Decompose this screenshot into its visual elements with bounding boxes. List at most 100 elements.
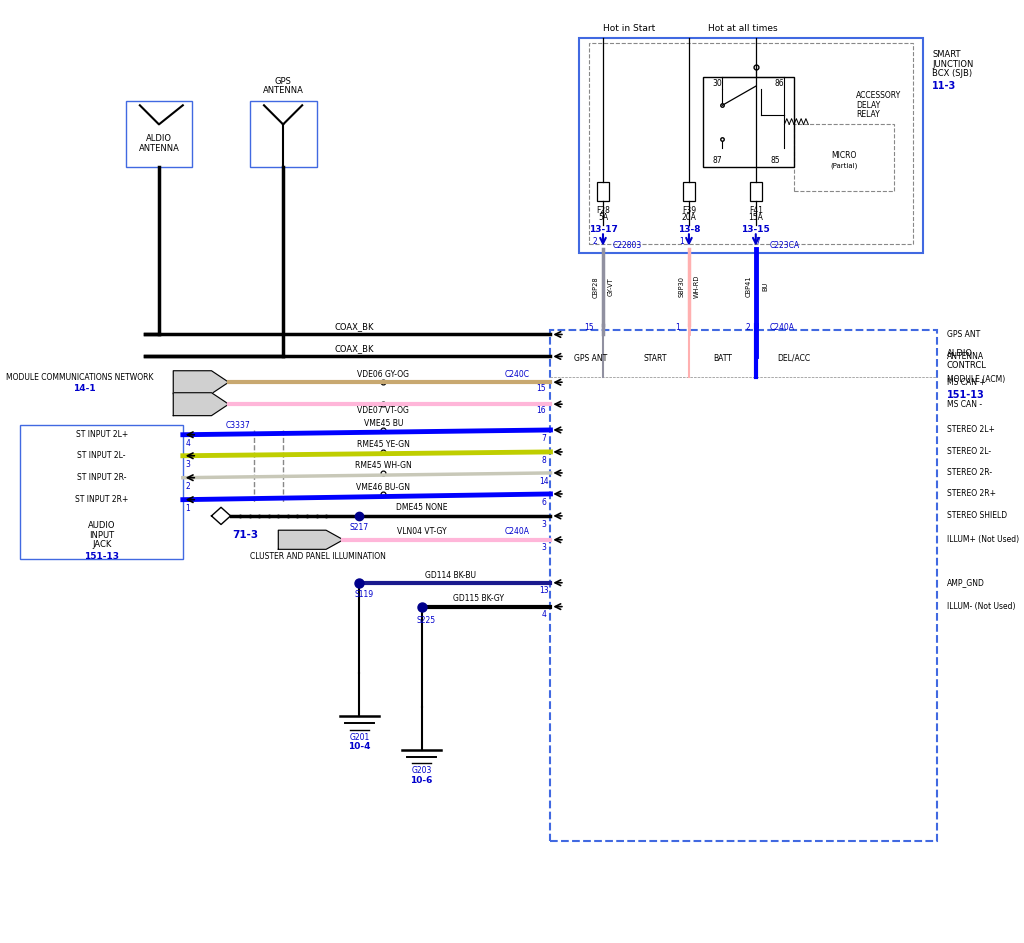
Text: 13-15: 13-15: [741, 225, 770, 234]
Text: SMART: SMART: [933, 50, 961, 59]
Text: 13-17: 13-17: [589, 225, 617, 234]
Bar: [794, 124, 894, 191]
Text: 85: 85: [770, 157, 779, 165]
Text: DME45 NONE: DME45 NONE: [396, 503, 447, 512]
Text: C223CA: C223CA: [770, 241, 800, 250]
Text: WH-RD: WH-RD: [693, 275, 699, 298]
Text: STEREO 2R+: STEREO 2R+: [947, 489, 995, 499]
Text: 8: 8: [542, 456, 546, 465]
Text: 4: 4: [185, 438, 190, 448]
Text: 13: 13: [539, 586, 549, 595]
Text: COAX_BK: COAX_BK: [335, 323, 375, 331]
Text: GY-VT: GY-VT: [607, 277, 613, 296]
Text: 87: 87: [713, 157, 722, 165]
Text: 14-1: 14-1: [73, 385, 95, 393]
Text: 3: 3: [542, 520, 546, 529]
Text: 15A: 15A: [749, 213, 763, 223]
Text: ACCESSORY: ACCESSORY: [856, 91, 901, 100]
Text: Hot at all times: Hot at all times: [708, 25, 777, 33]
Text: C240C: C240C: [505, 370, 529, 379]
Text: START: START: [644, 354, 668, 363]
Text: JUNCTION: JUNCTION: [933, 59, 974, 69]
Text: VDE06 GY-OG: VDE06 GY-OG: [357, 370, 410, 379]
Text: 3: 3: [185, 460, 190, 469]
Text: ST INPUT 2L-: ST INPUT 2L-: [78, 452, 126, 460]
Text: F28: F28: [596, 206, 610, 215]
Text: GPS: GPS: [274, 77, 292, 86]
Text: BCX (SJB): BCX (SJB): [933, 69, 973, 78]
Text: CLUSTER AND PANEL ILLUMINATION: CLUSTER AND PANEL ILLUMINATION: [250, 553, 386, 561]
Text: 7: 7: [756, 238, 760, 246]
Bar: [580, 39, 923, 254]
Text: STEREO 2L-: STEREO 2L-: [947, 447, 991, 456]
Text: STEREO 2R-: STEREO 2R-: [947, 469, 992, 477]
Polygon shape: [279, 530, 343, 550]
Text: GD115 BK-GY: GD115 BK-GY: [454, 594, 505, 604]
Text: F39: F39: [682, 206, 696, 215]
Text: AMP_GND: AMP_GND: [947, 578, 985, 587]
Text: MICRO: MICRO: [830, 152, 856, 160]
Text: S217: S217: [350, 522, 369, 532]
Text: 4: 4: [542, 610, 546, 619]
Text: 11-3: 11-3: [933, 81, 956, 91]
Bar: [126, 101, 193, 167]
Text: INPUT: INPUT: [89, 531, 115, 539]
Text: 151-13: 151-13: [84, 553, 119, 561]
Text: 15: 15: [537, 385, 546, 393]
Text: ST INPUT 2L+: ST INPUT 2L+: [76, 430, 128, 439]
Text: 10-6: 10-6: [411, 776, 433, 785]
Text: ALDIO: ALDIO: [146, 134, 172, 143]
Text: MODULE (ACM): MODULE (ACM): [947, 375, 1005, 384]
Text: COAX_BK: COAX_BK: [335, 344, 375, 354]
Bar: [597, 182, 608, 201]
Text: 1: 1: [185, 504, 190, 513]
Text: ANTENNA: ANTENNA: [138, 143, 179, 153]
Text: 30: 30: [713, 79, 723, 88]
Bar: [589, 43, 913, 243]
Text: CONTRCL: CONTRCL: [947, 361, 987, 371]
Bar: [703, 76, 794, 167]
Text: GPS ANT: GPS ANT: [574, 354, 607, 363]
Polygon shape: [212, 507, 230, 524]
Bar: [551, 330, 937, 840]
Text: ST INPUT 2R+: ST INPUT 2R+: [75, 495, 128, 505]
Text: Hot in Start: Hot in Start: [603, 25, 655, 33]
Text: ANTENNA: ANTENNA: [262, 87, 303, 95]
Text: G203: G203: [412, 767, 432, 775]
Text: S225: S225: [417, 617, 436, 625]
Text: VDE07 VT-OG: VDE07 VT-OG: [357, 406, 410, 415]
Text: (Partial): (Partial): [829, 162, 857, 169]
Text: ILLUM- (Not Used): ILLUM- (Not Used): [947, 603, 1015, 611]
Text: 3: 3: [542, 543, 546, 552]
Text: BU: BU: [762, 282, 768, 291]
Text: AUDIO: AUDIO: [88, 521, 116, 530]
Text: RELAY: RELAY: [856, 110, 880, 120]
Text: JACK: JACK: [92, 540, 112, 549]
Text: 10-4: 10-4: [348, 742, 371, 752]
Text: 2: 2: [593, 238, 598, 246]
Text: 86: 86: [775, 79, 784, 88]
Text: 6: 6: [542, 498, 546, 507]
Text: 2: 2: [745, 323, 751, 332]
Bar: [250, 101, 316, 167]
Text: 14: 14: [539, 477, 549, 486]
Text: 15: 15: [584, 323, 594, 332]
Text: MS CAN -: MS CAN -: [947, 400, 982, 408]
Text: CBP28: CBP28: [592, 276, 598, 298]
Text: 151-13: 151-13: [947, 389, 984, 400]
Text: STEREO 2L+: STEREO 2L+: [947, 425, 994, 435]
Text: RME45 WH-GN: RME45 WH-GN: [355, 461, 412, 470]
Text: GD114 BK-BU: GD114 BK-BU: [425, 571, 476, 580]
Text: S119: S119: [354, 589, 374, 599]
Text: STEREO SHIELD: STEREO SHIELD: [947, 511, 1007, 521]
Text: 7: 7: [542, 434, 546, 443]
Text: 71-3: 71-3: [231, 530, 258, 540]
Bar: [20, 425, 183, 559]
Text: ALDIO: ALDIO: [947, 349, 973, 358]
Text: 5A: 5A: [598, 213, 608, 223]
Text: GPS ANT: GPS ANT: [947, 330, 980, 339]
Text: C3337: C3337: [226, 421, 251, 430]
Text: C22803: C22803: [612, 241, 642, 250]
Text: BATT: BATT: [713, 354, 732, 363]
Text: 1: 1: [679, 238, 684, 246]
